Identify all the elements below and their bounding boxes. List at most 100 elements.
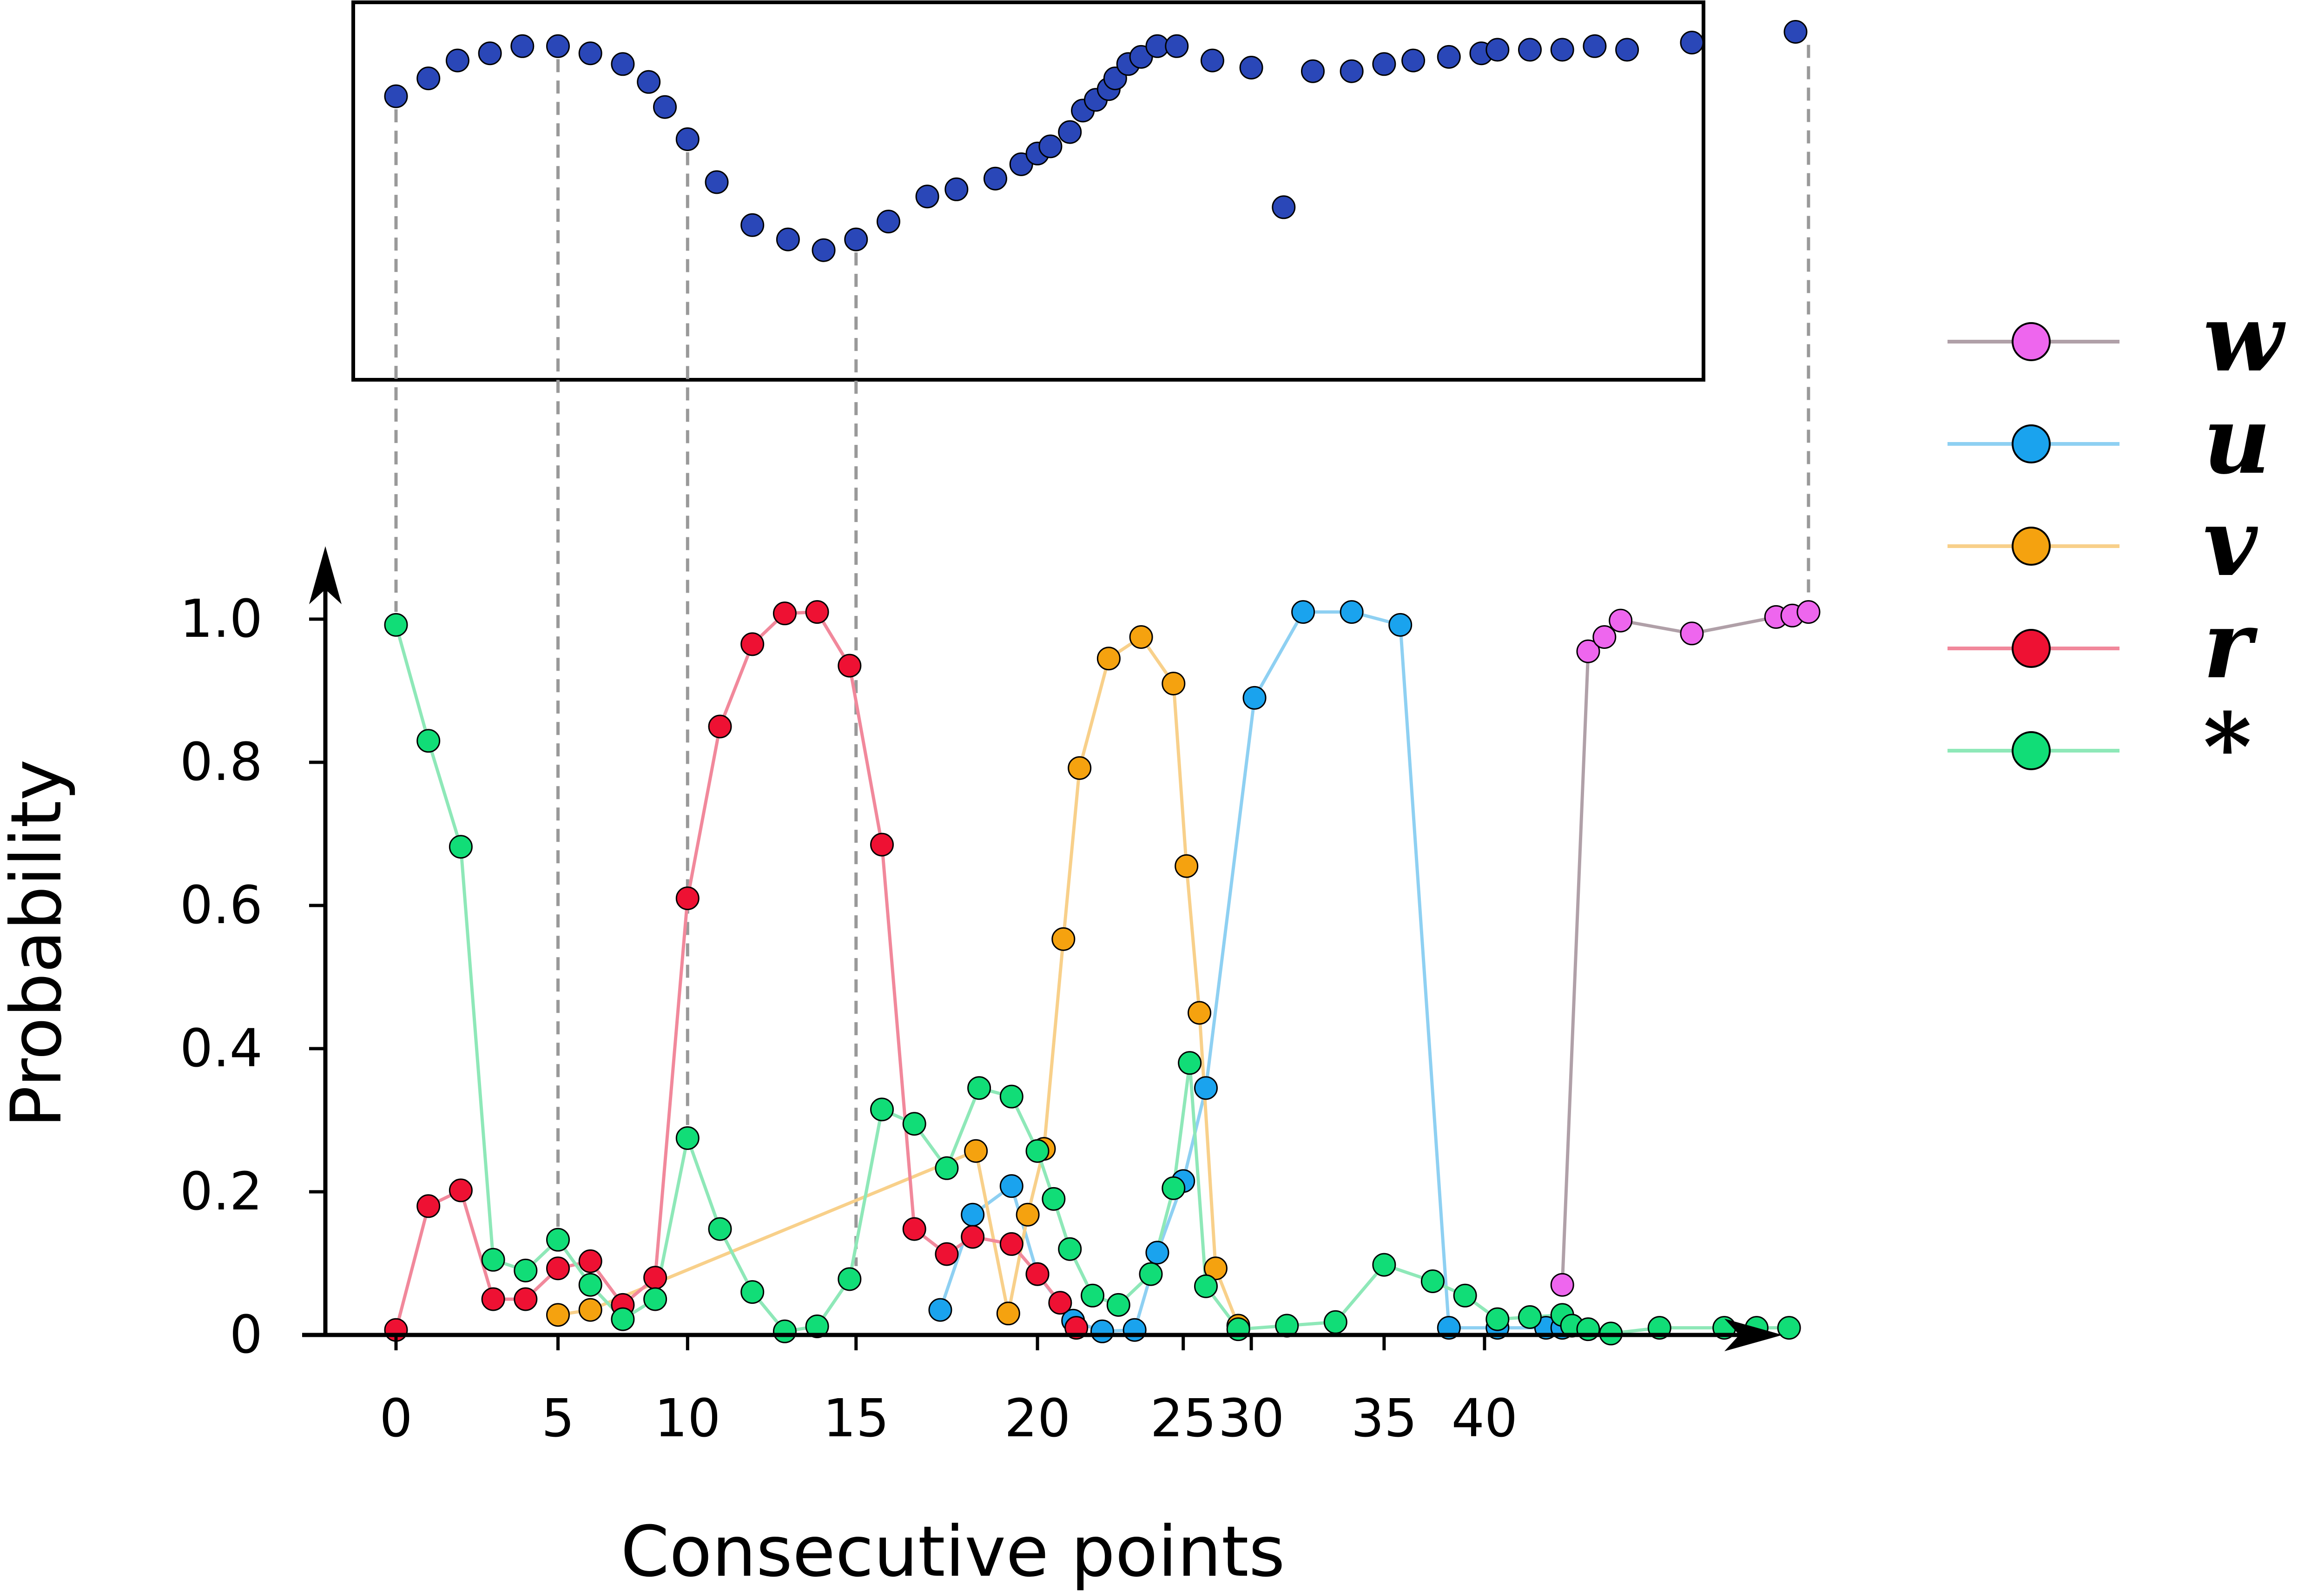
series-lines xyxy=(394,610,1809,1335)
top-panel-point xyxy=(1200,48,1224,73)
y-tick-label: 0 xyxy=(230,1305,263,1365)
series-point-2 xyxy=(1068,756,1092,780)
series-point-1 xyxy=(961,1202,985,1227)
series-point-2 xyxy=(1051,927,1076,951)
series-point-4 xyxy=(1058,1237,1082,1261)
series-point-4 xyxy=(643,1287,667,1311)
series-point-4 xyxy=(1139,1262,1163,1286)
legend-label-2: v xyxy=(2203,488,2258,597)
top-panel-point xyxy=(1550,38,1574,62)
top-panel-point xyxy=(653,95,677,119)
series-point-3 xyxy=(643,1266,667,1290)
x-tick-label: 0 xyxy=(379,1388,412,1449)
series-point-3 xyxy=(838,654,862,678)
series-point-4 xyxy=(838,1267,862,1291)
x-tick-label: 20 xyxy=(1004,1388,1071,1449)
series-point-0 xyxy=(1576,639,1600,663)
series-point-2 xyxy=(1175,854,1199,878)
series-point-3 xyxy=(481,1287,505,1311)
series-point-3 xyxy=(999,1232,1023,1256)
series-point-4 xyxy=(1162,1176,1186,1200)
series-point-0 xyxy=(1592,625,1617,649)
series-point-4 xyxy=(1486,1307,1510,1331)
legend-marker-4 xyxy=(2012,731,2051,770)
y-tick-label: 0.8 xyxy=(180,732,263,793)
top-panel-point xyxy=(1239,56,1263,79)
legend-marker-1 xyxy=(2012,424,2051,463)
x-tick-label: 25 xyxy=(1150,1388,1216,1449)
top-panel-points xyxy=(384,20,1808,262)
top-panel-point xyxy=(611,52,635,76)
top-panel-point xyxy=(1372,52,1396,76)
series-point-1 xyxy=(1194,1076,1218,1100)
series-point-4 xyxy=(1518,1305,1542,1329)
series-point-1 xyxy=(1122,1318,1147,1342)
top-panel-frame xyxy=(351,0,1705,382)
series-point-4 xyxy=(1042,1187,1066,1211)
series-point-3 xyxy=(416,1194,441,1218)
series-point-4 xyxy=(1777,1316,1801,1340)
series-point-4 xyxy=(1420,1269,1445,1293)
series-point-3 xyxy=(514,1287,538,1311)
top-panel-point xyxy=(578,41,602,66)
x-ticks: 0 5 10 15 20 25 30 35 40 xyxy=(379,1335,1518,1449)
top-panel-point xyxy=(546,34,570,58)
legend-label-1: u xyxy=(2203,386,2271,495)
series-point-4 xyxy=(578,1273,602,1297)
y-tick-label: 1.0 xyxy=(180,589,263,649)
series-point-4 xyxy=(870,1097,894,1122)
series-point-2 xyxy=(1162,672,1186,696)
top-panel-point xyxy=(1340,59,1364,83)
series-point-4 xyxy=(611,1307,635,1331)
series-point-4 xyxy=(708,1217,732,1241)
series-point-1 xyxy=(1340,600,1364,624)
top-panel-point xyxy=(1301,59,1325,83)
series-point-2 xyxy=(964,1139,988,1163)
top-panel-point xyxy=(1615,38,1639,62)
series-point-3 xyxy=(772,601,797,626)
series-point-2 xyxy=(546,1303,570,1327)
top-panel-point xyxy=(740,213,765,237)
series-point-4 xyxy=(675,1126,700,1150)
series-point-1 xyxy=(1291,600,1315,624)
series-point-4 xyxy=(384,613,408,637)
top-panel-point xyxy=(1518,38,1542,62)
top-panel-point xyxy=(812,238,836,262)
top-panel-point xyxy=(844,227,868,251)
series-point-3 xyxy=(449,1178,473,1202)
series-point-3 xyxy=(961,1225,985,1249)
series-point-4 xyxy=(1081,1283,1105,1308)
y-tick-label: 0.2 xyxy=(180,1162,263,1222)
series-point-1 xyxy=(928,1298,952,1322)
top-panel-point xyxy=(510,34,535,58)
x-tick-label: 35 xyxy=(1351,1388,1418,1449)
series-point-4 xyxy=(1178,1051,1202,1075)
top-panel-point xyxy=(384,84,408,108)
series-line-0 xyxy=(1560,610,1809,1285)
series-point-4 xyxy=(740,1280,765,1304)
series-point-4 xyxy=(805,1315,829,1339)
legend-label-3: r xyxy=(2203,590,2258,700)
top-panel-point xyxy=(1272,195,1296,219)
series-point-4 xyxy=(546,1228,570,1252)
top-panel-point xyxy=(1401,48,1426,73)
series-point-4 xyxy=(1194,1274,1218,1298)
x-axis-title: Consecutive points xyxy=(621,1512,1285,1592)
dashed-connectors xyxy=(394,45,1810,1266)
x-tick-label: 10 xyxy=(654,1388,721,1449)
top-panel-point xyxy=(705,170,729,194)
series-point-4 xyxy=(999,1084,1023,1109)
series-points xyxy=(384,600,1821,1346)
legend-marker-0 xyxy=(2012,322,2051,361)
top-panel-point xyxy=(1038,134,1063,159)
y-tick-label: 0.4 xyxy=(180,1018,263,1079)
top-panel-point xyxy=(445,48,469,73)
y-ticks: 0 0.2 0.4 0.6 0.8 1.0 xyxy=(180,589,325,1365)
top-panel-point xyxy=(1058,120,1082,144)
top-panel-point xyxy=(944,177,969,201)
series-point-4 xyxy=(514,1258,538,1282)
series-point-4 xyxy=(416,729,441,753)
series-point-4 xyxy=(1453,1283,1477,1308)
series-point-1 xyxy=(1145,1241,1169,1265)
